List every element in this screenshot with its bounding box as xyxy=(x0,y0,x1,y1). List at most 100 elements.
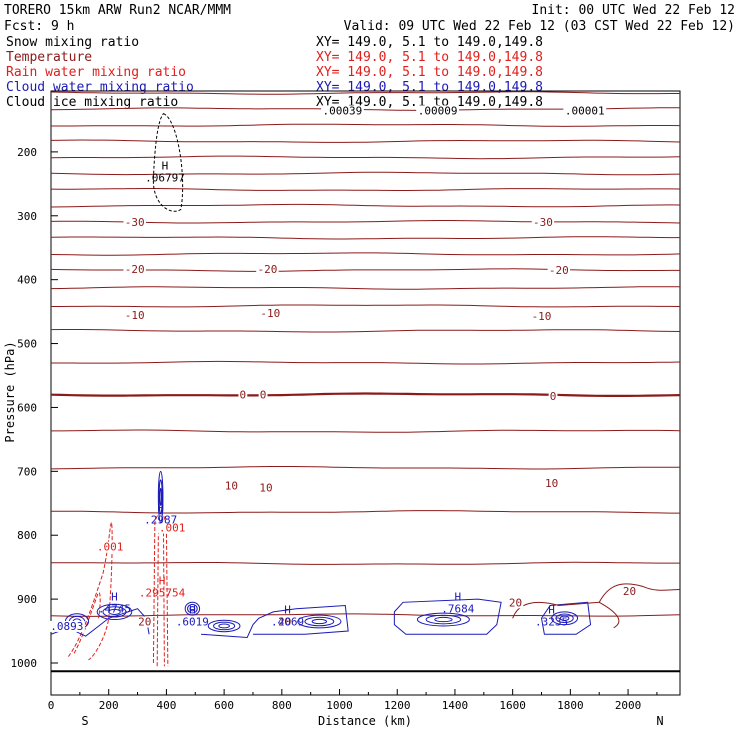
temperature-label: 10 xyxy=(225,479,238,492)
cloud-water-contour xyxy=(157,470,164,523)
temperature-label-bg xyxy=(276,616,293,628)
isotherm-line xyxy=(50,188,681,191)
max-value-label: .4745 xyxy=(98,603,131,616)
temperature-label-bg xyxy=(256,263,279,275)
x-tick-label: 1800 xyxy=(557,699,584,712)
temperature-label-bg xyxy=(531,217,555,229)
contour-value-label-bg xyxy=(157,522,187,534)
temperature-label: -20 xyxy=(125,263,145,276)
x-tick-label: 600 xyxy=(214,699,234,712)
max-marker-h: H xyxy=(159,575,166,588)
legend-temperature-xy: XY= 149.0, 5.1 to 149.0,149.8 xyxy=(316,50,543,65)
isotherm-line xyxy=(50,91,680,95)
cloud-water-contour xyxy=(108,608,121,615)
temperature-label: 10 xyxy=(545,477,558,490)
y-tick-label: 400 xyxy=(17,274,37,287)
temperature-label: -20 xyxy=(257,263,277,276)
temperature-label: 20 xyxy=(278,615,291,628)
cloud-water-contour xyxy=(304,616,335,627)
temperature-label: -10 xyxy=(260,307,280,320)
x-tick-label: 1000 xyxy=(326,699,353,712)
temperature-label: 20 xyxy=(509,596,522,609)
temperature-label-bg xyxy=(123,217,146,229)
x-axis-title: Distance (km) xyxy=(318,714,412,728)
cloud-water-contour xyxy=(311,618,328,625)
cloud-water-contour xyxy=(102,606,127,618)
forecast-hour: Fcst: 9 h xyxy=(4,19,74,34)
temperature-label-bg xyxy=(123,263,146,275)
cloud-water-contour xyxy=(213,621,236,631)
temperature-label: -30 xyxy=(533,216,553,229)
legend-rain-xy: XY= 149.0, 5.1 to 149.0,149.8 xyxy=(316,65,543,80)
max-value-label: .4069 xyxy=(271,615,304,628)
cloud-water-contour xyxy=(297,614,342,629)
temperature-label: -20 xyxy=(549,264,569,277)
cloud-water-contour xyxy=(189,606,196,612)
isotherm-line xyxy=(50,286,681,290)
cloud-water-contour xyxy=(207,619,241,633)
isotherm-line xyxy=(51,360,681,365)
temperature-label-bg xyxy=(258,389,268,401)
cloud-water-contour xyxy=(425,614,462,625)
legend-rain: Rain water mixing ratio xyxy=(6,65,186,80)
rain-contour xyxy=(73,592,101,654)
isotherm-line xyxy=(50,561,680,565)
isotherm-line xyxy=(50,203,681,208)
valid-time: Valid: 09 UTC Wed 22 Feb 12 (03 CST Wed … xyxy=(344,19,735,34)
cloud-water-contour xyxy=(434,616,453,623)
contour-value-label: .001 xyxy=(97,541,124,554)
cloud-water-contour xyxy=(184,601,201,616)
model-title: TORERO 15km ARW Run2 NCAR/MMM xyxy=(4,3,231,18)
legend-temperature: Temperature xyxy=(6,50,92,65)
temperature-label-bg xyxy=(543,477,560,489)
cloud-water-contour xyxy=(393,598,502,635)
y-tick-label: 800 xyxy=(17,529,37,542)
isotherm-line xyxy=(51,123,681,127)
rain-contour xyxy=(67,521,113,661)
cloud-water-contour xyxy=(555,613,574,624)
x-tick-label: 800 xyxy=(272,699,292,712)
isotherm-line xyxy=(50,613,681,617)
temperature-label: -10 xyxy=(532,310,552,323)
temperature-label-bg xyxy=(547,265,571,277)
contour-value-label-bg xyxy=(416,105,460,117)
isotherm-line xyxy=(50,268,680,272)
isotherm-line xyxy=(50,171,681,176)
isotherm-line xyxy=(50,466,681,470)
max-marker-h: H xyxy=(284,603,291,616)
temperature-label: 0 xyxy=(260,389,267,402)
cloud-water-contour xyxy=(559,615,570,621)
legend-cloud-ice-xy: XY= 149.0, 5.1 to 149.0,149.8 xyxy=(316,95,543,110)
contour-value-label-bg xyxy=(321,105,364,117)
temperature-label: 0 xyxy=(550,390,557,403)
isotherm-20-line xyxy=(598,601,620,629)
temperature-label-bg xyxy=(258,482,274,494)
cloud-water-contour xyxy=(201,604,349,638)
max-marker-h: H xyxy=(548,603,555,616)
legend-snow-xy: XY= 149.0, 5.1 to 149.0,149.8 xyxy=(316,35,543,50)
cloud-water-contour xyxy=(416,612,470,627)
max-marker-h: H xyxy=(157,501,164,514)
max-marker-h: H xyxy=(189,603,196,616)
isotherm-line xyxy=(50,155,681,160)
contour-value-label-bg xyxy=(563,105,607,117)
max-value-label: .3235 xyxy=(535,615,568,628)
cloud-water-contour xyxy=(96,603,133,621)
contour-value-label: .00039 xyxy=(323,104,363,117)
cloud-water-contour xyxy=(187,603,198,614)
temperature-label: -30 xyxy=(125,216,145,229)
y-axis-title: Pressure (hPa) xyxy=(3,341,17,442)
isotherm-line xyxy=(50,236,680,240)
x-tick-label: 1600 xyxy=(499,699,526,712)
cloud-water-contour xyxy=(158,479,163,515)
legend-snow: Snow mixing ratio xyxy=(6,35,139,50)
contour-value-label-bg xyxy=(48,620,85,632)
isotherm-line xyxy=(51,510,680,514)
temperature-label-bg xyxy=(507,597,524,609)
x-tick-label: 400 xyxy=(156,699,176,712)
isotherm-20-line xyxy=(512,583,681,619)
isotherm-line xyxy=(50,139,681,143)
isotherm-line xyxy=(50,329,681,333)
max-value-label: .7684 xyxy=(441,603,474,616)
